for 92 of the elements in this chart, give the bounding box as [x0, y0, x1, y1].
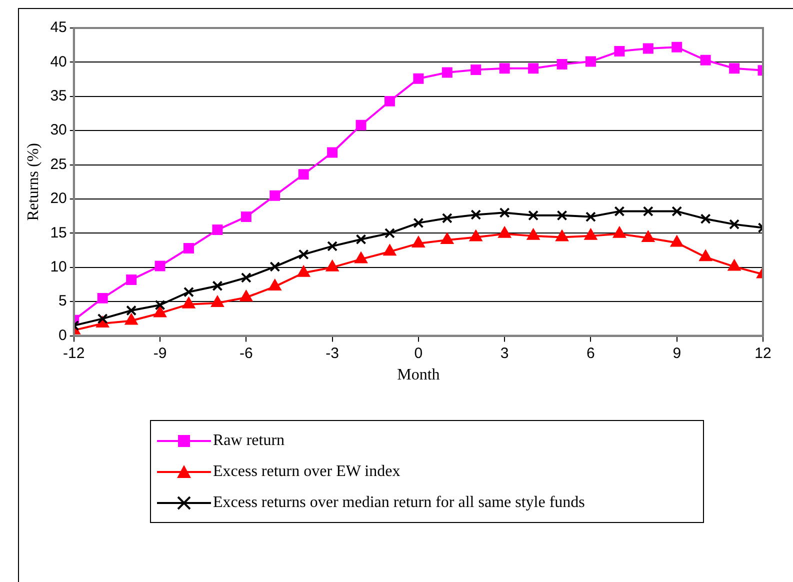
point: [97, 313, 108, 324]
point: [700, 54, 711, 66]
point: [585, 212, 596, 222]
x-tick-label: -9: [153, 344, 167, 362]
point: [240, 290, 252, 302]
point: [326, 260, 338, 272]
y-tick-label: 35: [50, 88, 67, 105]
point: [413, 73, 424, 84]
legend-label: Excess returns over median return for all same style funds: [213, 494, 585, 512]
point: [614, 206, 625, 217]
point: [240, 272, 252, 283]
point: [642, 43, 654, 54]
legend-label: Raw return: [213, 432, 285, 450]
point: [298, 249, 309, 260]
point: [556, 210, 568, 221]
x-tick-label: 9: [672, 344, 682, 362]
point: [356, 234, 366, 245]
point: [470, 64, 482, 75]
point: [354, 252, 368, 264]
point: [528, 210, 539, 221]
point: [700, 214, 711, 224]
point: [584, 228, 597, 240]
point: [614, 46, 625, 56]
x-tick-label: -12: [63, 344, 85, 362]
point: [356, 120, 366, 130]
y-axis-title: Returns (%): [24, 143, 42, 221]
point: [183, 243, 194, 254]
point: [470, 230, 482, 242]
point: [413, 218, 424, 228]
point: [412, 236, 425, 248]
point: [440, 233, 454, 244]
point: [384, 244, 396, 256]
point: [527, 228, 540, 240]
point: [212, 280, 223, 292]
point: [182, 297, 195, 308]
point: [384, 228, 395, 238]
point: [729, 63, 740, 74]
y-tick-label: 25: [50, 156, 67, 173]
point: [327, 240, 338, 252]
point: [384, 96, 395, 106]
point: [699, 250, 712, 262]
point: [556, 230, 568, 242]
y-tick-label: 5: [58, 292, 67, 310]
point: [270, 261, 280, 272]
point: [729, 219, 740, 230]
point: [556, 59, 568, 70]
point: [642, 206, 654, 217]
y-tick-label: 45: [50, 19, 67, 36]
x-tick-label: 0: [414, 344, 423, 362]
legend-label: Excess return over EW index: [213, 462, 400, 480]
point: [498, 226, 511, 238]
point: [728, 260, 740, 271]
x-axis-title: Month: [397, 366, 440, 384]
point: [268, 280, 282, 291]
point: [672, 42, 682, 52]
x-tick-label: -3: [326, 344, 339, 362]
point: [585, 56, 596, 67]
point: [297, 266, 310, 277]
point: [327, 147, 338, 158]
point: [528, 63, 539, 74]
point: [183, 286, 194, 298]
point: [212, 224, 223, 236]
point: [499, 63, 510, 74]
point: [613, 226, 626, 238]
point: [270, 190, 280, 201]
point: [442, 67, 452, 78]
point: [97, 292, 108, 304]
point: [154, 300, 166, 310]
point: [642, 230, 654, 242]
y-tick-label: 10: [50, 258, 67, 276]
point: [442, 212, 452, 224]
point: [298, 169, 309, 180]
x-tick-label: 6: [586, 344, 595, 362]
y-tick-label: 20: [50, 190, 67, 208]
point: [499, 207, 510, 218]
y-tick-label: 30: [50, 122, 67, 139]
point: [125, 314, 138, 325]
point: [154, 306, 166, 318]
y-tick-label: 40: [50, 53, 67, 70]
point: [670, 236, 684, 247]
y-tick-label: 15: [50, 224, 67, 242]
x-tick-label: -6: [239, 344, 253, 362]
point: [672, 206, 682, 217]
y-tick-label: 0: [58, 326, 67, 344]
x-tick-label: 3: [500, 344, 509, 362]
point: [211, 296, 224, 307]
point: [126, 305, 137, 316]
point: [240, 212, 252, 222]
x-tick-label: 12: [754, 344, 772, 362]
point: [470, 209, 482, 220]
point: [154, 260, 166, 272]
point: [126, 274, 137, 285]
